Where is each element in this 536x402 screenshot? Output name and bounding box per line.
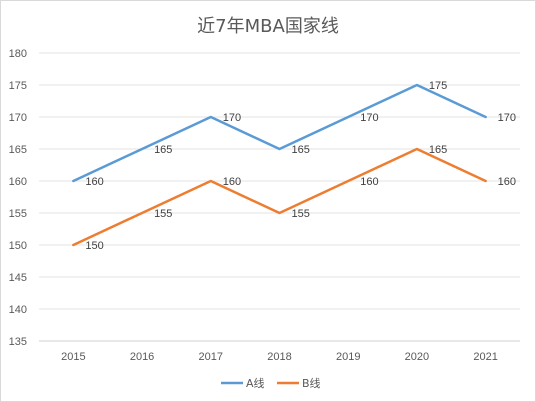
x-tick-label: 2017 xyxy=(199,351,223,363)
y-tick-label: 145 xyxy=(9,272,27,284)
data-label: 160 xyxy=(223,176,241,188)
gridlines xyxy=(39,52,520,342)
y-tick-label: 140 xyxy=(9,304,27,316)
y-tick-label: 170 xyxy=(9,112,27,124)
x-axis-ticks: 2015 2016 2017 2018 2019 2020 2021 xyxy=(61,351,498,363)
y-tick-label: 155 xyxy=(9,208,27,220)
y-tick-label: 175 xyxy=(9,80,27,92)
data-label: 175 xyxy=(429,80,447,92)
data-label: 150 xyxy=(85,240,103,252)
y-axis-ticks: 135 140 145 150 155 160 165 170 175 180 xyxy=(9,48,27,348)
y-tick-label: 160 xyxy=(9,176,27,188)
data-label: 165 xyxy=(154,144,172,156)
data-label: 170 xyxy=(223,112,241,124)
data-label: 170 xyxy=(498,112,516,124)
data-labels: 160 165 170 165 170 175 170 150 155 160 155 160 165 1… xyxy=(85,80,516,252)
data-label: 165 xyxy=(429,144,447,156)
data-label: 155 xyxy=(154,208,172,220)
y-tick-label: 150 xyxy=(9,240,27,252)
x-tick-label: 2019 xyxy=(336,351,360,363)
x-tick-label: 2018 xyxy=(267,351,291,363)
series-line-2 xyxy=(72,147,487,247)
x-tick-label: 2016 xyxy=(130,351,154,363)
data-label: 160 xyxy=(85,176,103,188)
y-tick-label: 165 xyxy=(9,144,27,156)
legend-label: B线 xyxy=(302,376,321,390)
data-label: 160 xyxy=(498,176,516,188)
x-tick-label: 2015 xyxy=(61,351,85,363)
data-label: 160 xyxy=(360,176,378,188)
x-tick-label: 2021 xyxy=(473,351,497,363)
data-label: 165 xyxy=(292,144,310,156)
y-tick-label: 135 xyxy=(9,336,27,348)
series-line-1 xyxy=(72,83,487,183)
y-tick-label: 180 xyxy=(9,48,27,60)
chart-title: 近7年MBA国家线 xyxy=(197,16,339,37)
data-label: 170 xyxy=(360,112,378,124)
legend: A线 B线 xyxy=(221,376,321,390)
x-tick-label: 2020 xyxy=(405,351,429,363)
legend-label: A线 xyxy=(246,376,265,390)
data-label: 155 xyxy=(292,208,310,220)
series-lines xyxy=(72,83,487,247)
